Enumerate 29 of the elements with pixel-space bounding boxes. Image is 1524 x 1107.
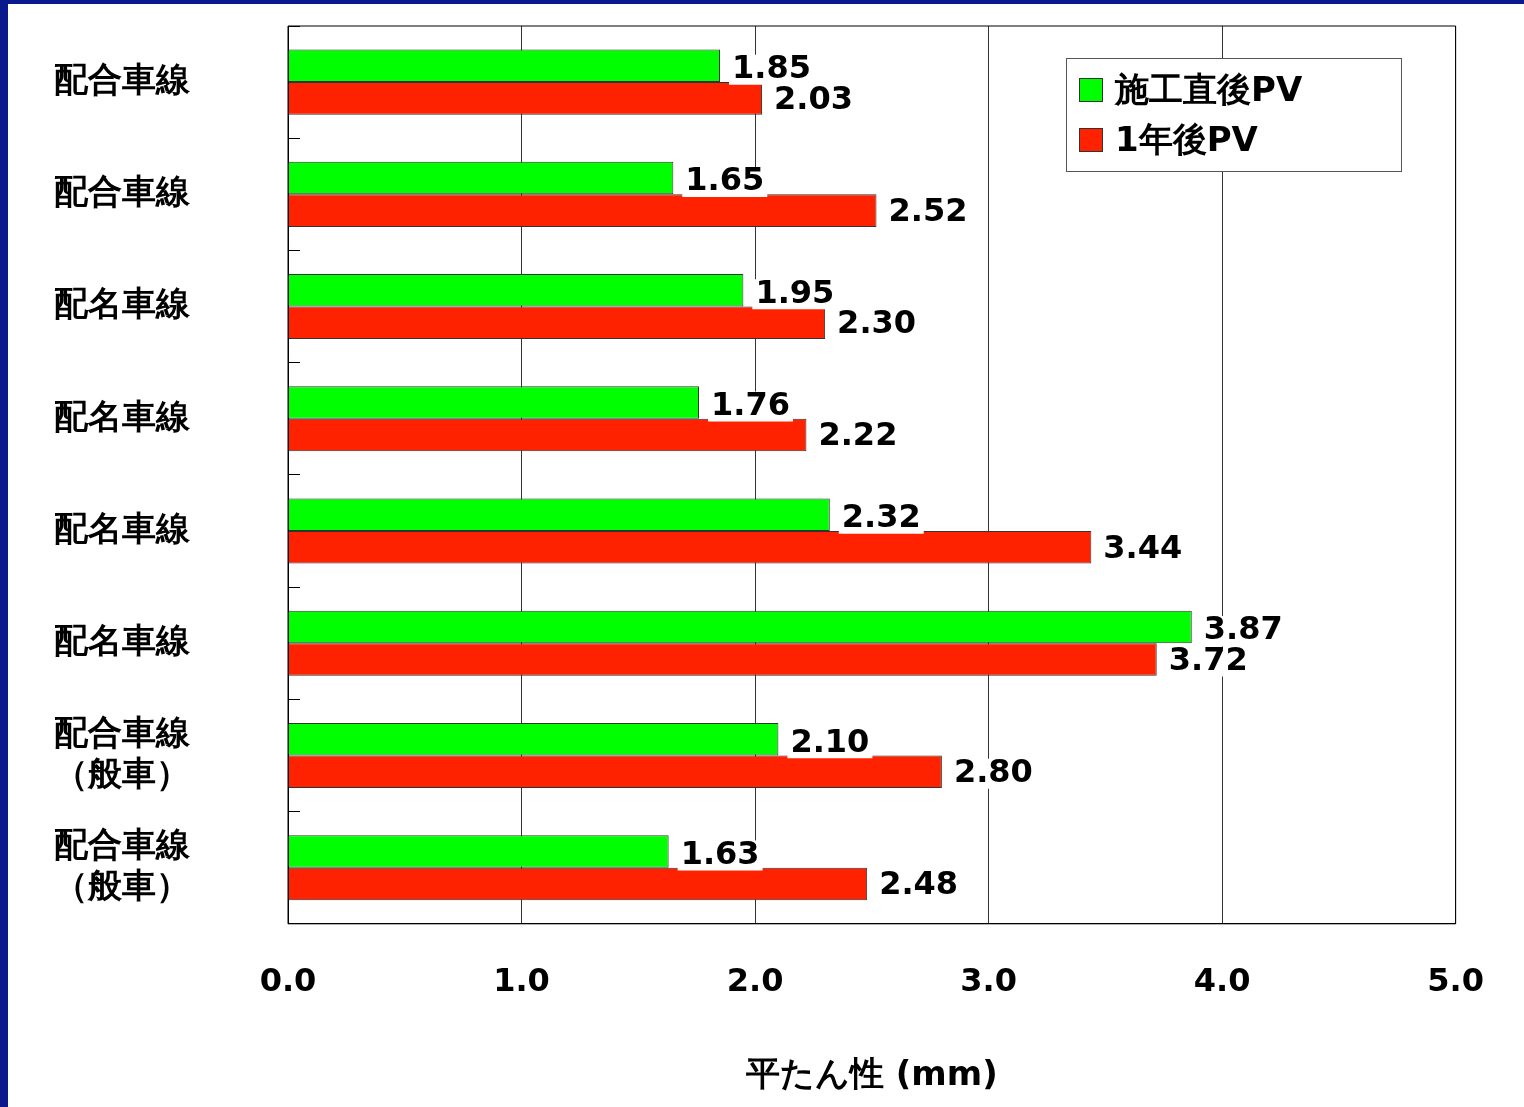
x-tick-label: 0.0	[259, 961, 317, 1000]
y-tick-label: 配合車線（般車）	[54, 711, 191, 793]
x-axis-title: 平たん性 (mm)	[744, 1053, 998, 1094]
y-tick-label: 配名車線	[54, 283, 191, 324]
data-label: 1.63	[680, 833, 760, 872]
y-tick-label: 配合車線（般車）	[54, 824, 191, 905]
y-tick-label: 配名車線	[54, 507, 191, 548]
data-label: 2.10	[790, 721, 870, 760]
x-tick-label: 1.0	[493, 961, 550, 1000]
data-label: 2.32	[841, 497, 921, 536]
y-tick-label: 配合車線	[54, 171, 191, 212]
data-label: 1.65	[685, 160, 765, 199]
data-label: 2.52	[888, 190, 968, 229]
data-label: 2.30	[837, 303, 917, 342]
x-tick-label: 2.0	[726, 961, 784, 1000]
y-tick-label: 配名車線	[54, 395, 191, 436]
data-label: 1.95	[755, 272, 835, 311]
data-label: 1.76	[711, 384, 790, 423]
data-label: 2.22	[818, 415, 898, 454]
x-tick-label: 5.0	[1427, 961, 1484, 1000]
y-tick-label: 配名車線	[54, 620, 191, 661]
legend-label: 1年後PV	[1115, 118, 1258, 161]
y-tick-label: 配合車線	[54, 58, 191, 99]
x-tick-label: 4.0	[1193, 961, 1251, 1000]
data-label: 2.80	[953, 752, 1033, 791]
legend-label: 施工直後PV	[1115, 68, 1303, 111]
data-label: 3.44	[1103, 527, 1183, 566]
x-tick-label: 3.0	[960, 961, 1017, 1000]
data-label: 2.48	[879, 864, 959, 903]
